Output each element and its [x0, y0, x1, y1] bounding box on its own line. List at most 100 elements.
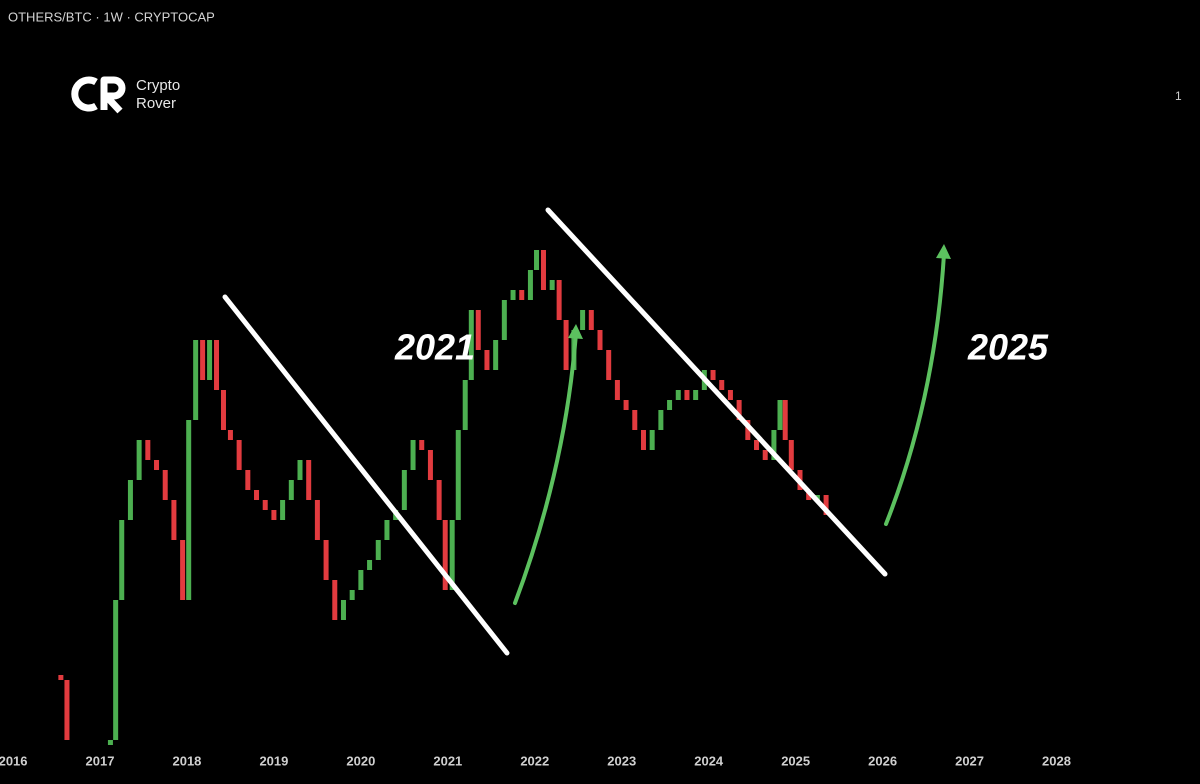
- candle-body: [580, 310, 586, 330]
- candle-body: [145, 440, 151, 460]
- candle-body: [510, 290, 516, 300]
- candle-body: [113, 600, 119, 740]
- chart-title: OTHERS/BTC · 1W · CRYPTOCAP: [8, 9, 215, 24]
- candle-body: [675, 390, 681, 400]
- candle-body: [214, 340, 220, 390]
- candle-body: [736, 400, 742, 420]
- candle-body: [193, 340, 199, 420]
- candle-body: [245, 470, 251, 490]
- candle-body: [823, 495, 829, 515]
- candle-body: [640, 430, 646, 450]
- candle-body: [107, 740, 113, 745]
- candle-body: [384, 520, 390, 540]
- candle-body: [436, 480, 442, 520]
- candle-body: [754, 440, 760, 450]
- candle-body: [401, 470, 407, 510]
- candle-body: [162, 470, 168, 500]
- candle-body: [236, 440, 242, 470]
- candle-body: [527, 270, 533, 300]
- arrow: [513, 332, 578, 605]
- x-tick-label: 2017: [86, 753, 115, 768]
- candle-body: [534, 250, 540, 270]
- candle-body: [588, 310, 594, 330]
- candle-body: [549, 280, 555, 290]
- candle-body: [297, 460, 303, 480]
- candle-body: [727, 390, 733, 400]
- candle-body: [519, 290, 525, 300]
- candle-body: [484, 350, 490, 370]
- candle-body: [556, 280, 562, 320]
- candle-body: [771, 430, 777, 460]
- candle-body: [207, 340, 213, 380]
- candle-body: [693, 390, 699, 400]
- candle-body: [410, 440, 416, 470]
- logo-c: [71, 76, 98, 112]
- arrow: [884, 252, 946, 526]
- candle-body: [455, 430, 461, 520]
- x-tick-label: 2019: [259, 753, 288, 768]
- candle-body: [623, 400, 629, 410]
- x-tick-label: 2018: [172, 753, 201, 768]
- candle-body: [427, 450, 433, 480]
- candle-body: [127, 480, 133, 520]
- candle-body: [340, 600, 346, 620]
- x-tick-label: 2020: [346, 753, 375, 768]
- logo: Crypto Rover: [71, 76, 180, 114]
- candle-body: [58, 675, 64, 680]
- candle-body: [375, 540, 381, 560]
- candle-body: [358, 570, 364, 590]
- candle-body: [449, 520, 455, 590]
- x-tick-label: 2025: [781, 753, 810, 768]
- candle-body: [227, 430, 233, 440]
- candles: [58, 250, 829, 745]
- watermark-line: Rover: [136, 95, 176, 112]
- candle-body: [501, 300, 507, 340]
- candle-body: [649, 430, 655, 450]
- candle-body: [762, 450, 768, 460]
- candle-body: [419, 440, 425, 450]
- candle-body: [684, 390, 690, 400]
- candle-body: [788, 440, 794, 470]
- candle-body: [64, 680, 70, 740]
- corner-label: 1: [1175, 89, 1182, 103]
- x-tick-label: 2024: [694, 753, 724, 768]
- candle-body: [777, 400, 783, 430]
- candle-body: [186, 420, 192, 600]
- candle-body: [180, 540, 186, 600]
- candle-body: [349, 590, 355, 600]
- x-tick-label: 2026: [868, 753, 897, 768]
- candle-body: [468, 310, 474, 380]
- candle-body: [782, 400, 788, 440]
- trend-line: [222, 294, 510, 656]
- candle-body: [632, 410, 638, 430]
- x-tick-label: 2023: [607, 753, 636, 768]
- logo-r: [100, 76, 126, 114]
- candle-body: [288, 480, 294, 500]
- trend-line: [545, 207, 888, 577]
- candle-body: [597, 330, 603, 350]
- candle-body: [658, 410, 664, 430]
- candle-body: [119, 520, 125, 600]
- annotation: 2025: [967, 327, 1049, 368]
- candle-body: [475, 310, 481, 350]
- candle-body: [136, 440, 142, 480]
- candle-body: [262, 500, 268, 510]
- x-tick-label: 2022: [520, 753, 549, 768]
- candle-body: [254, 490, 260, 500]
- annotation: 2021: [394, 327, 475, 368]
- candle-body: [154, 460, 160, 470]
- candle-body: [367, 560, 373, 570]
- candle-body: [493, 340, 499, 370]
- candle-body: [171, 500, 177, 540]
- watermark-line: Crypto: [136, 77, 180, 94]
- x-tick-label: 2028: [1042, 753, 1071, 768]
- candle-body: [220, 390, 226, 430]
- candle-body: [332, 580, 338, 620]
- candle-body: [563, 320, 569, 370]
- candle-body: [606, 350, 612, 380]
- candle-body: [323, 540, 329, 580]
- candle-body: [306, 460, 312, 500]
- arrow-head: [936, 244, 951, 259]
